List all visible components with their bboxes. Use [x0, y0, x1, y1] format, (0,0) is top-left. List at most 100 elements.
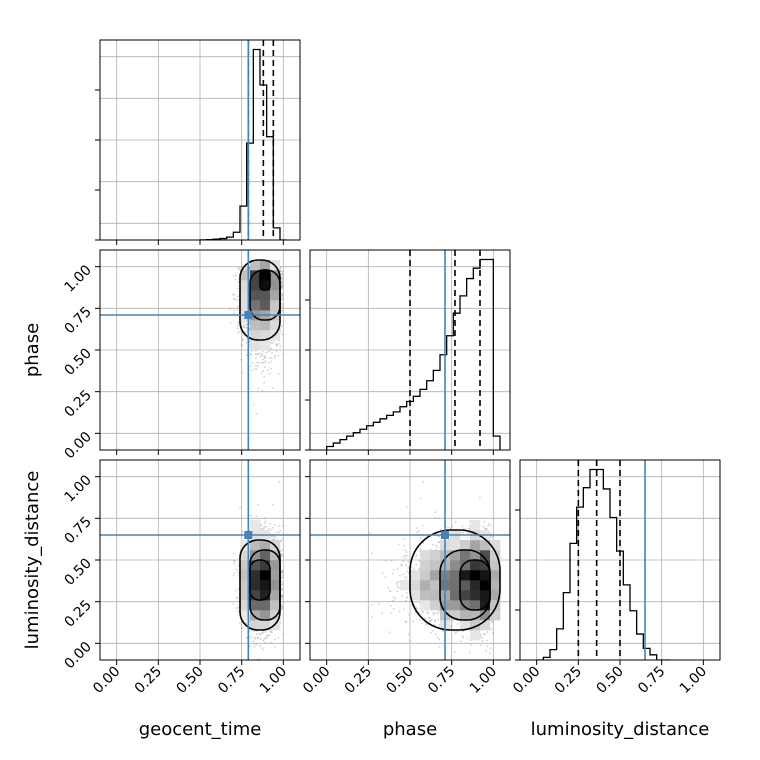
- sample-point: [263, 355, 266, 358]
- density-cell: [260, 280, 271, 291]
- sample-point: [238, 330, 241, 333]
- sample-point: [282, 284, 284, 287]
- sample-point: [263, 366, 266, 368]
- sample-point: [282, 601, 285, 604]
- sample-point: [237, 280, 240, 283]
- sample-point: [246, 323, 248, 326]
- sample-point: [231, 293, 234, 296]
- sample-point: [280, 298, 283, 301]
- sample-point: [255, 413, 258, 416]
- sample-point: [245, 354, 248, 357]
- sample-point: [243, 321, 246, 324]
- sample-point: [249, 352, 252, 355]
- sample-point: [255, 349, 258, 352]
- sample-point: [277, 343, 280, 345]
- sample-point: [280, 325, 283, 328]
- x-tick-label: 0.00: [510, 664, 543, 697]
- density-cell: [270, 280, 281, 291]
- sample-point: [281, 292, 284, 295]
- sample-point: [259, 645, 262, 647]
- sample-point: [264, 631, 267, 633]
- histogram-step-phase: [326, 258, 501, 450]
- sample-point: [237, 267, 239, 270]
- sample-point: [281, 537, 284, 540]
- sample-point: [280, 605, 283, 608]
- sample-point: [234, 278, 237, 281]
- sample-point: [253, 645, 256, 648]
- sample-point: [236, 308, 239, 311]
- sample-point: [259, 637, 262, 640]
- sample-point: [236, 287, 239, 290]
- sample-point: [272, 537, 275, 540]
- sample-point: [250, 354, 252, 356]
- sample-point: [245, 327, 248, 329]
- sample-point: [262, 358, 265, 361]
- density-cell: [260, 320, 271, 331]
- sample-point: [274, 356, 276, 359]
- sample-point: [261, 354, 264, 357]
- sample-point: [270, 367, 272, 370]
- sample-point: [281, 570, 283, 573]
- sample-point: [259, 355, 262, 358]
- sample-point: [269, 347, 272, 350]
- sample-point: [282, 606, 284, 609]
- sample-point: [280, 272, 282, 275]
- sample-point: [245, 266, 248, 269]
- density-cell: [250, 290, 261, 301]
- sample-point: [250, 369, 253, 372]
- sample-point: [237, 331, 240, 334]
- sample-point: [236, 324, 239, 327]
- sample-point: [233, 293, 236, 296]
- sample-point: [270, 360, 273, 363]
- sample-point: [241, 338, 244, 341]
- sample-point: [270, 641, 273, 643]
- sample-point: [232, 602, 234, 605]
- sample-point: [281, 553, 283, 556]
- density-cell: [270, 270, 281, 281]
- sample-point: [281, 282, 283, 285]
- sample-point: [267, 634, 270, 637]
- contour-level: [259, 269, 271, 291]
- sample-point: [235, 568, 238, 571]
- sample-point: [278, 480, 281, 483]
- sample-point: [278, 373, 280, 376]
- sample-point: [281, 280, 284, 282]
- sample-point: [277, 531, 280, 534]
- sample-point: [281, 281, 283, 284]
- sample-point: [264, 361, 267, 364]
- sample-point: [243, 326, 246, 329]
- sample-point: [240, 344, 243, 347]
- sample-point: [272, 340, 275, 343]
- sample-point: [255, 515, 258, 518]
- sample-point: [250, 514, 253, 517]
- sample-point: [254, 357, 257, 360]
- density-cell: [260, 330, 271, 341]
- sample-point: [237, 610, 240, 613]
- sample-point: [268, 361, 270, 364]
- sample-point: [281, 598, 284, 601]
- sample-point: [264, 636, 267, 639]
- sample-point: [278, 339, 280, 342]
- sample-point: [248, 645, 251, 647]
- sample-point: [245, 323, 247, 326]
- sample-point: [235, 589, 237, 592]
- sample-point: [262, 649, 265, 652]
- x-tick-label: 0.25: [552, 664, 585, 697]
- sample-point: [246, 326, 248, 329]
- sample-point: [282, 303, 284, 306]
- sample-point: [282, 274, 284, 277]
- sample-point: [236, 327, 239, 330]
- density-cell: [240, 300, 251, 311]
- sample-point: [281, 273, 284, 276]
- sample-point: [254, 637, 257, 640]
- sample-point: [268, 527, 270, 530]
- density-cell: [260, 260, 271, 271]
- sample-point: [264, 641, 267, 644]
- sample-point: [263, 516, 266, 519]
- sample-point: [282, 298, 285, 301]
- sample-point: [253, 403, 256, 406]
- sample-point: [281, 571, 284, 574]
- sample-point: [280, 571, 283, 574]
- sample-point: [241, 344, 244, 347]
- density-cell: [240, 280, 251, 291]
